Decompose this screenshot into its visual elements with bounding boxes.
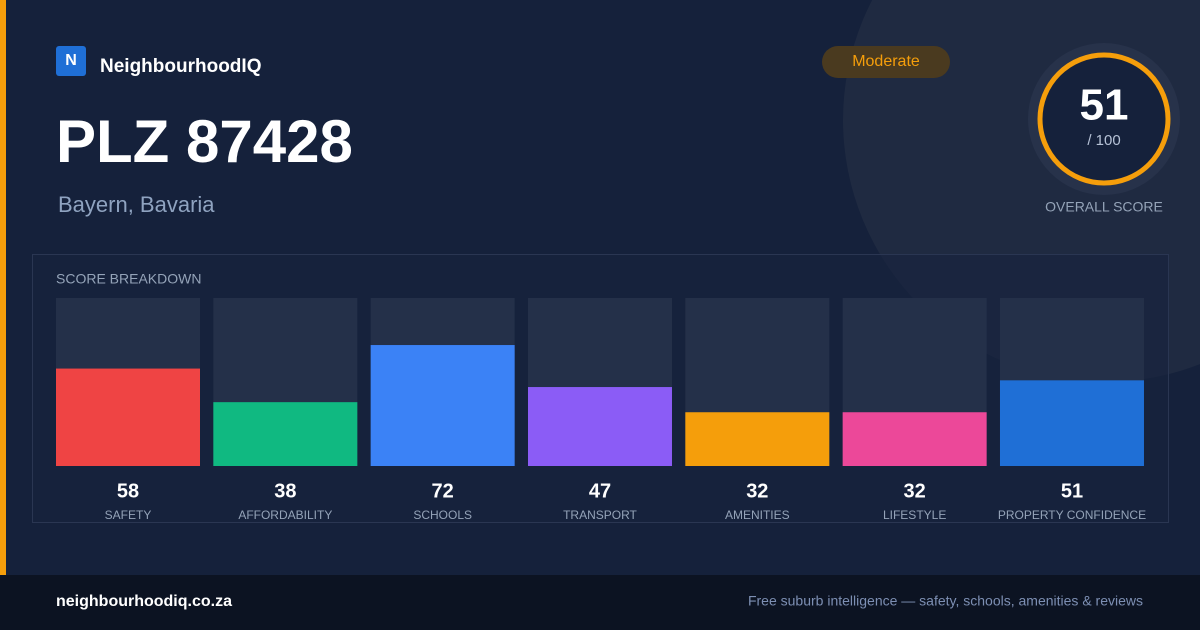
value-label: 72 bbox=[432, 480, 454, 502]
overall-score: 51 bbox=[1080, 81, 1129, 130]
bar bbox=[213, 402, 358, 466]
bar bbox=[370, 345, 515, 466]
bar bbox=[842, 412, 987, 466]
footer-tagline: Free suburb intelligence — safety, schoo… bbox=[748, 593, 1143, 609]
footer-site: neighbourhoodiq.co.za bbox=[56, 593, 232, 610]
footer-bar bbox=[0, 575, 1200, 630]
value-label: 51 bbox=[1061, 480, 1083, 502]
bar bbox=[685, 412, 830, 466]
category-label: AMENITIES bbox=[725, 508, 790, 522]
location: Bayern, Bavaria bbox=[58, 192, 215, 217]
category-label: LIFESTYLE bbox=[883, 508, 946, 522]
logo-letter: N bbox=[65, 52, 77, 69]
title: PLZ 87428 bbox=[56, 108, 353, 175]
brand-name: NeighbourhoodIQ bbox=[100, 56, 261, 77]
value-label: 58 bbox=[117, 480, 139, 502]
value-label: 32 bbox=[904, 480, 926, 502]
overall-label: OVERALL SCORE bbox=[1045, 199, 1163, 215]
category-label: SCHOOLS bbox=[413, 508, 472, 522]
badge-text: Moderate bbox=[852, 53, 920, 70]
category-label: SAFETY bbox=[105, 508, 152, 522]
category-label: PROPERTY CONFIDENCE bbox=[998, 508, 1146, 522]
badge bbox=[822, 46, 950, 78]
category-label: TRANSPORT bbox=[563, 508, 637, 522]
chart-title: SCORE BREAKDOWN bbox=[56, 271, 201, 287]
value-label: 47 bbox=[589, 480, 611, 502]
bar bbox=[56, 368, 200, 466]
category-label: AFFORDABILITY bbox=[238, 508, 332, 522]
accent-stripe bbox=[0, 0, 6, 575]
bar bbox=[527, 387, 672, 466]
bar-chart: 58 SAFETY 38 AFFORDABILITY 72 SCHOOLS 47 TRANSP… bbox=[56, 298, 1146, 522]
bar bbox=[999, 380, 1144, 466]
value-label: 32 bbox=[746, 480, 768, 502]
score-ring bbox=[1037, 52, 1171, 186]
overall-max: / 100 bbox=[1087, 132, 1120, 149]
value-label: 38 bbox=[274, 480, 296, 502]
logo bbox=[56, 46, 86, 76]
